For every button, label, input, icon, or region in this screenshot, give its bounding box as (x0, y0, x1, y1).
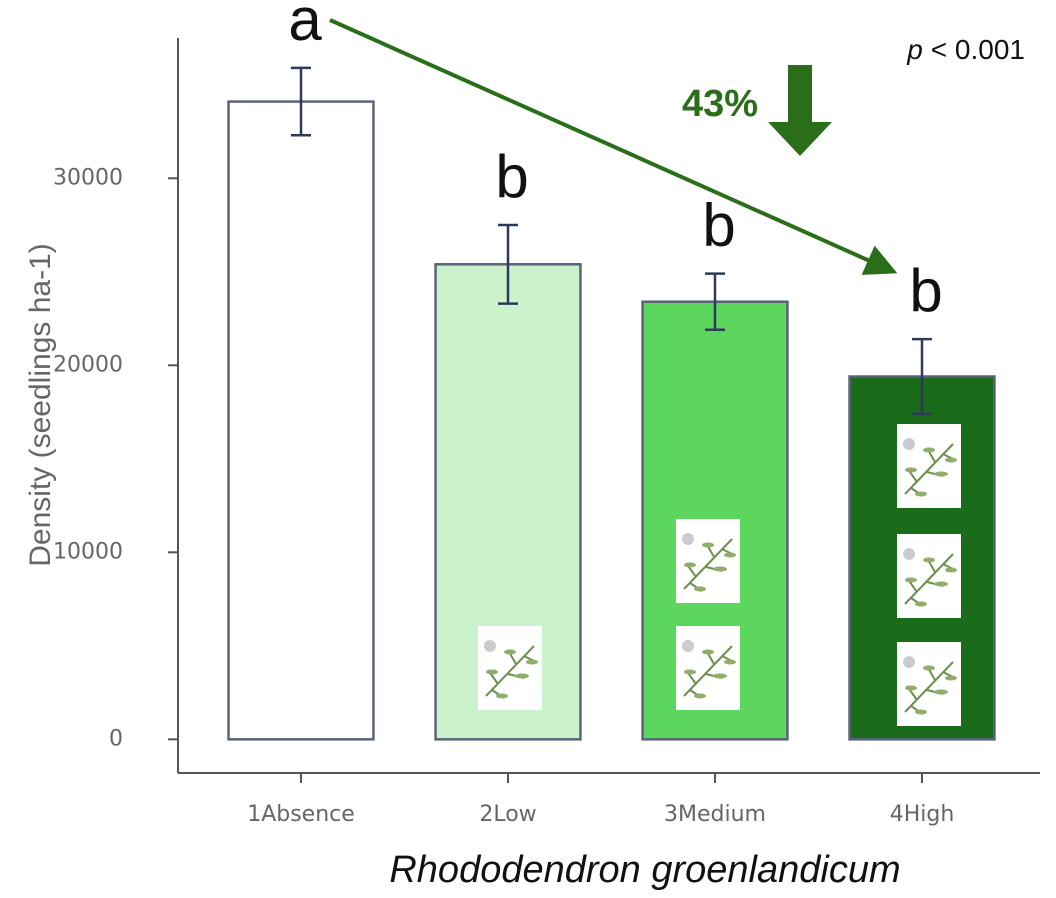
plot-area: 0 10000 20000 30000 a 1Absence b 2Low b 3Medium b 4… (53, 0, 1040, 827)
y-tick-label: 10000 (53, 539, 123, 564)
x-tick-label: 3Medium (664, 802, 766, 827)
p-text: < 0.001 (931, 34, 1025, 65)
y-axis-title: Density (seedlings ha-1) (24, 243, 57, 566)
y-tick-label: 0 (109, 726, 123, 751)
x-axis-title: Rhododendron groenlandicum (389, 849, 900, 891)
significance-letter: b (495, 143, 528, 210)
bar (229, 102, 374, 740)
significance-letter: b (909, 257, 942, 324)
significance-letter: b (702, 191, 735, 258)
x-tick-label: 1Absence (247, 802, 355, 827)
decrease-arrow (768, 65, 832, 156)
y-tick-label: 20000 (53, 352, 123, 377)
x-tick-label: 2Low (479, 802, 536, 827)
y-tick-label: 30000 (53, 165, 123, 190)
x-tick-label: 4High (890, 802, 955, 827)
significance-letter: a (288, 0, 322, 53)
p-symbol: p (906, 34, 923, 65)
change-label: 43% (682, 83, 758, 125)
p-value: p < 0.001 (906, 34, 1025, 65)
chart: 0 10000 20000 30000 a 1Absence b 2Low b 3Medium b 4… (0, 0, 1056, 898)
